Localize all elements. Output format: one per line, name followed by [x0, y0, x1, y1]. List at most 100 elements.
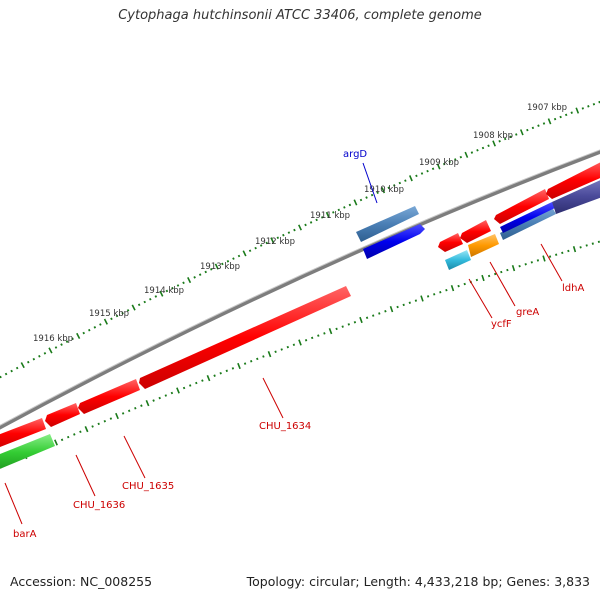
minor-tick [426, 295, 430, 298]
minor-tick [88, 328, 91, 332]
minor-tick [404, 179, 407, 182]
map-title: Cytophaga hutchinsonii ATCC 33406, compl… [118, 8, 482, 23]
major-tick [270, 237, 275, 244]
leader-chu-1634 [262, 377, 284, 419]
leader-argd [362, 162, 378, 204]
gene-label-chu-1636: CHU_1636 [73, 500, 125, 511]
kbp-label: 1910 kbp [364, 185, 404, 195]
major-tick [381, 187, 386, 194]
minor-tick [315, 218, 318, 222]
gene-chu-1636[interactable] [45, 403, 80, 427]
minor-tick [82, 331, 85, 335]
minor-tick [182, 386, 186, 390]
minor-tick [579, 246, 582, 249]
minor-tick [531, 126, 535, 130]
major-tick [464, 151, 469, 158]
minor-tick [359, 198, 363, 202]
gene-label-grea: greA [516, 307, 539, 318]
minor-tick [454, 158, 457, 161]
minor-tick [121, 412, 125, 415]
gene-chu-1635[interactable] [78, 379, 140, 414]
minor-tick [570, 111, 573, 114]
minor-tick [276, 236, 280, 240]
gene-ycff[interactable] [438, 233, 463, 252]
gene-argd[interactable] [356, 206, 419, 242]
minor-tick [210, 267, 213, 271]
minor-tick [287, 231, 291, 234]
gene-grea[interactable] [460, 220, 491, 243]
major-tick [450, 285, 455, 292]
minor-tick [93, 326, 97, 329]
major-tick [542, 255, 546, 262]
minor-tick [503, 137, 507, 141]
minor-tick [15, 366, 19, 370]
minor-tick [585, 244, 588, 247]
major-tick [20, 362, 25, 369]
gene-red-right[interactable] [546, 160, 600, 199]
minor-tick [204, 270, 207, 274]
minus-strand-genes [0, 160, 600, 449]
major-tick [267, 351, 272, 358]
minor-tick [463, 282, 466, 286]
minor-tick [487, 144, 490, 147]
minor-tick [317, 334, 320, 337]
gene-plus-steelblue-right[interactable] [500, 207, 556, 240]
minor-tick [127, 409, 131, 413]
major-tick [389, 306, 394, 313]
major-tick [176, 387, 180, 394]
gene-cyan[interactable] [445, 250, 471, 270]
minor-tick [408, 301, 411, 304]
major-tick [115, 412, 119, 420]
minor-tick [378, 312, 381, 315]
gene-green[interactable] [0, 434, 55, 471]
gene-orange[interactable] [468, 234, 499, 257]
minor-tick [433, 293, 436, 296]
minor-tick [79, 430, 82, 434]
minor-tick [587, 105, 590, 108]
minor-tick [43, 352, 47, 355]
minor-tick [213, 374, 216, 377]
minor-tick [498, 139, 501, 143]
minor-tick [248, 249, 252, 253]
accession-text: Accession: NC_008255 [10, 574, 153, 589]
minor-tick [201, 379, 204, 382]
minor-tick [581, 107, 585, 110]
major-tick [575, 107, 580, 114]
gene-plus-purple[interactable] [552, 178, 600, 214]
label-leaders [4, 162, 563, 525]
minor-tick [99, 323, 102, 326]
genome-backbone-highlight [0, 149, 600, 426]
minor-tick [38, 354, 41, 358]
gene-ldha[interactable] [494, 189, 549, 224]
minor-tick [165, 289, 169, 293]
minor-tick [259, 244, 263, 247]
major-tick [353, 199, 358, 206]
minor-tick [286, 345, 289, 349]
major-tick [76, 332, 81, 339]
major-tick [547, 118, 552, 125]
gene-chu-1634[interactable] [139, 286, 351, 389]
minor-tick [265, 241, 268, 245]
minor-tick [282, 233, 285, 237]
minor-tick [515, 133, 518, 136]
kbp-label: 1916 kbp [33, 334, 73, 344]
gene-bara[interactable] [0, 418, 46, 449]
gene-plus-blue-right[interactable] [500, 202, 555, 233]
minor-tick [567, 249, 570, 253]
minor-tick [103, 419, 107, 423]
gene-plus-blue[interactable] [363, 224, 425, 259]
gene-label-ycff: ycfF [491, 319, 512, 330]
minor-tick [60, 343, 63, 346]
minor-tick [414, 299, 418, 302]
minor-tick [195, 381, 198, 385]
kbp-labels: 1907 kbp 1908 kbp 1909 kbp 1910 kbp 1911… [33, 103, 567, 344]
gene-labels: argD ldhA greA ycfF CHU_1634 CHU_1635 CH… [13, 149, 584, 540]
minor-tick [154, 295, 158, 298]
minor-tick [431, 167, 435, 171]
minor-tick [27, 360, 30, 364]
minor-tick [564, 113, 568, 117]
minor-tick [309, 221, 313, 224]
minor-tick [537, 124, 540, 127]
leader-grea [489, 261, 516, 307]
major-tick [420, 295, 424, 302]
